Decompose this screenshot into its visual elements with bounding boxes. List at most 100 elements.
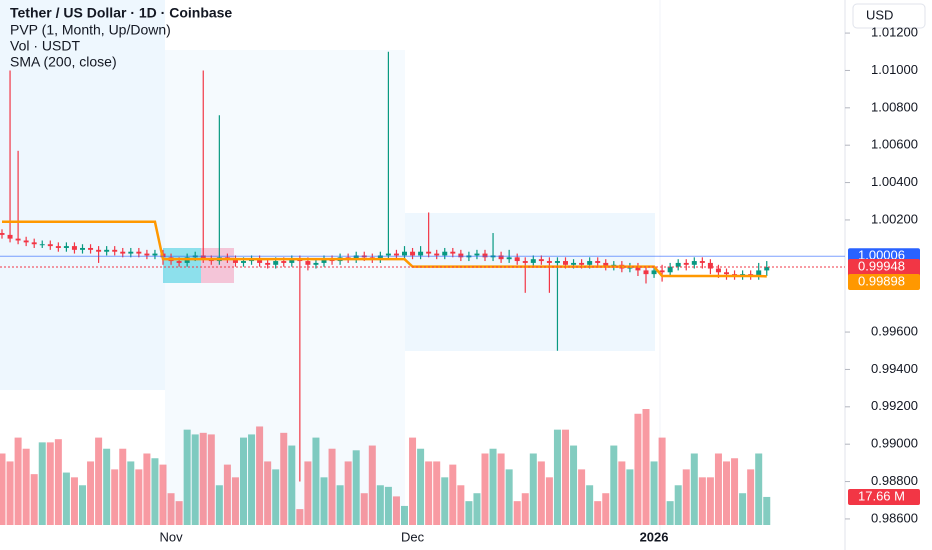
volume-bar xyxy=(417,448,425,525)
candle-body xyxy=(385,253,391,256)
volume-bar xyxy=(706,477,714,525)
candle-body xyxy=(659,270,665,273)
price-tag xyxy=(848,273,920,290)
volume-bar xyxy=(537,461,545,525)
volume-bar xyxy=(723,461,730,525)
candle-body xyxy=(63,246,69,248)
candle-body xyxy=(675,262,681,267)
candle-body xyxy=(579,262,585,265)
volume-bar xyxy=(755,453,763,525)
candle-body xyxy=(0,233,5,235)
candle-body xyxy=(152,253,158,256)
volume-bar xyxy=(376,485,384,525)
volume-bar xyxy=(240,437,247,525)
volume-bar xyxy=(111,469,119,525)
volume-bar xyxy=(481,453,489,525)
volume-bar xyxy=(14,437,22,525)
candle-body xyxy=(55,246,61,248)
candle-body xyxy=(23,240,29,243)
volume-bar xyxy=(505,469,513,525)
y-tick-label: 0.98800 xyxy=(871,473,918,488)
candle-body xyxy=(80,247,85,250)
candle-body xyxy=(305,261,311,265)
candle-body xyxy=(474,253,480,256)
candle-body xyxy=(587,261,593,265)
volume-bar xyxy=(288,445,296,525)
currency-button[interactable] xyxy=(852,3,926,29)
price-tag-label: 1.00006 xyxy=(858,248,905,263)
volume-bar xyxy=(714,453,722,525)
volume-bar xyxy=(634,413,642,525)
candle-body xyxy=(434,253,440,256)
currency-label[interactable]: USD xyxy=(866,7,893,22)
volume-bar xyxy=(465,501,473,525)
candle-body xyxy=(410,251,416,256)
volume-bar xyxy=(312,437,320,525)
volume-bar xyxy=(328,448,336,525)
candle-body xyxy=(699,261,705,263)
candle-body xyxy=(683,262,689,265)
candle-body xyxy=(603,262,609,267)
volume-tag-label: 17.66 M xyxy=(858,488,905,503)
volume-bar xyxy=(223,464,231,525)
volume-bar xyxy=(674,485,682,525)
candle-body xyxy=(651,270,657,275)
volume-layer xyxy=(0,409,771,525)
y-tick-label: 1.01200 xyxy=(871,25,918,40)
volume-bar xyxy=(441,477,449,525)
volume-bar xyxy=(401,505,408,525)
candle-body xyxy=(546,261,552,263)
candle-body xyxy=(71,246,77,250)
volume-bar xyxy=(95,437,103,525)
candle-body xyxy=(667,266,673,273)
candle-body xyxy=(715,268,721,273)
candle-body xyxy=(377,255,383,260)
volume-bar xyxy=(344,461,352,525)
volume-bar xyxy=(22,448,30,525)
pvp-box xyxy=(201,248,234,283)
volume-bar xyxy=(545,477,553,525)
candle-body xyxy=(313,262,319,265)
volume-bar xyxy=(553,429,561,525)
candle-body xyxy=(402,251,407,256)
candle-body xyxy=(756,270,762,277)
candle-body xyxy=(482,253,488,258)
volume-bar xyxy=(296,509,304,525)
x-tick-label: Nov xyxy=(159,529,183,544)
volume-bar xyxy=(698,477,706,525)
x-tick-label: Dec xyxy=(401,529,425,544)
volume-bar xyxy=(159,464,167,525)
y-tick-label: 0.98600 xyxy=(871,510,918,525)
volume-bar xyxy=(449,464,457,525)
candle-body xyxy=(691,261,697,265)
candle-body xyxy=(241,261,246,263)
volume-bar xyxy=(215,485,223,525)
volume-bar xyxy=(586,485,594,525)
volume-bar xyxy=(70,477,78,525)
y-tick-label: 1.00400 xyxy=(871,174,918,189)
candle-body xyxy=(724,272,729,275)
candle-body xyxy=(144,253,150,256)
candle-body xyxy=(442,251,448,256)
candle-body xyxy=(426,251,432,254)
candle-body xyxy=(522,261,528,263)
volume-bar xyxy=(642,409,650,525)
volume-bar xyxy=(666,501,674,525)
candle-body xyxy=(281,261,287,263)
volume-bar xyxy=(562,429,569,525)
volume-bar xyxy=(248,434,256,525)
volume-bar xyxy=(272,469,280,525)
volume-bar xyxy=(513,501,521,525)
volume-bar xyxy=(46,442,54,525)
candle-body xyxy=(458,253,464,258)
candle-body xyxy=(506,257,512,260)
candle-body xyxy=(200,255,206,260)
candle-body xyxy=(31,242,37,245)
candle-body xyxy=(96,249,102,252)
candle-body xyxy=(635,266,641,271)
candle-body xyxy=(136,251,142,254)
volume-bar xyxy=(38,442,46,525)
price-layer xyxy=(0,51,845,482)
